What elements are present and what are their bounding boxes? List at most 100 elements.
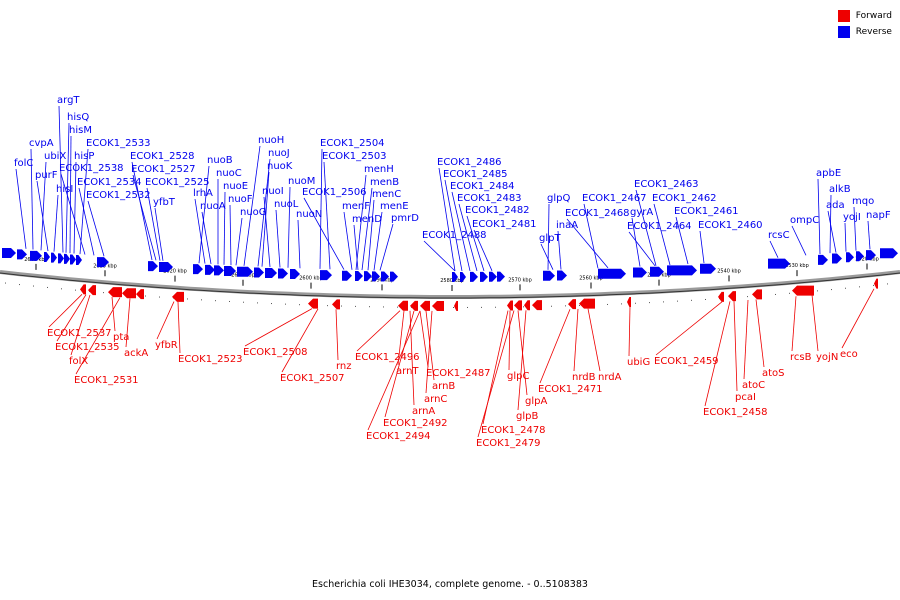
axis-minor-dot (397, 306, 398, 308)
axis-minor-dot (103, 292, 104, 294)
reverse-gene-block (470, 271, 478, 282)
reverse-gene-leader (60, 173, 86, 255)
reverse-gene-leader (40, 161, 47, 251)
axis-minor-dot (215, 300, 216, 302)
forward-gene-label: yfbR (155, 340, 178, 351)
reverse-gene-leader (473, 229, 493, 271)
reverse-gene-label: hisM (69, 125, 92, 136)
reverse-gene-label: ECOK1_2484 (450, 181, 515, 192)
axis-minor-dot (229, 300, 230, 302)
legend-swatch-reverse (837, 26, 850, 38)
reverse-gene-block (214, 265, 224, 276)
reverse-gene-leader (827, 210, 837, 253)
reverse-gene-leader (261, 171, 270, 267)
reverse-gene-leader (297, 219, 301, 269)
reverse-gene-leader (367, 199, 375, 271)
forward-gene-block (454, 300, 458, 311)
reverse-gene-block (364, 271, 372, 282)
axis-minor-dot (5, 282, 6, 284)
axis-minor-dot (495, 306, 496, 308)
forward-gene-label: ECOK1_2487 (426, 368, 491, 379)
legend-item-forward: Forward (837, 8, 892, 24)
axis-minor-dot (187, 298, 188, 300)
forward-gene-label: arnT (396, 366, 419, 377)
axis-minor-dot (145, 295, 146, 297)
axis-minor-dot (859, 286, 860, 288)
forward-gene-leader (477, 310, 515, 438)
reverse-gene-label: ECOK1_2467 (582, 193, 647, 204)
forward-gene-leader (244, 308, 313, 347)
reverse-gene-block (320, 270, 332, 281)
reverse-gene-label: nuoE (223, 181, 248, 192)
reverse-gene-label: ECOK1_2534 (77, 177, 142, 188)
reverse-gene-block (193, 264, 203, 275)
reverse-gene-block (290, 269, 300, 280)
reverse-gene-block (390, 271, 398, 282)
forward-gene-block (792, 285, 814, 296)
forward-gene-leader (125, 298, 131, 348)
legend-label-reverse: Reverse (855, 27, 892, 37)
axis-minor-dot (159, 296, 160, 298)
axis-tick-label: 2560 kbp (579, 276, 603, 282)
axis-minor-dot (691, 299, 692, 301)
reverse-gene-label: nuoC (216, 168, 242, 179)
reverse-gene-leader (361, 187, 373, 271)
reverse-gene-leader (423, 240, 456, 272)
reverse-gene-leader (319, 148, 323, 269)
reverse-gene-leader (353, 224, 359, 270)
reverse-gene-label: lrhA (193, 188, 213, 199)
forward-gene-block (579, 298, 595, 309)
forward-gene-label: atoC (742, 380, 765, 391)
reverse-gene-leader (557, 230, 562, 270)
reverse-gene-label: ubiX (44, 151, 66, 162)
reverse-gene-leader (791, 225, 807, 256)
reverse-gene-block (76, 255, 82, 266)
forward-gene-label: ECOK1_2535 (55, 342, 120, 353)
reverse-gene-block (452, 271, 458, 282)
reverse-gene-leader (323, 161, 331, 270)
forward-gene-block (507, 300, 513, 311)
reverse-gene-leader (675, 216, 689, 265)
figure-caption: Escherichia coli IHE3034, complete genom… (312, 579, 588, 590)
axis-minor-dot (19, 284, 20, 286)
reverse-gene-leader (653, 203, 671, 266)
reverse-gene-leader (194, 198, 206, 264)
reverse-gene-label: ECOK1_2485 (443, 169, 508, 180)
reverse-gene-label: folC (14, 158, 33, 169)
axis-minor-dot (621, 303, 622, 305)
reverse-gene-label: argT (57, 95, 80, 106)
reverse-gene-leader (87, 200, 105, 257)
forward-gene-block (718, 291, 724, 302)
forward-gene-leader (755, 299, 765, 368)
reverse-gene-label: ECOK1_2488 (422, 230, 487, 241)
reverse-gene-block (278, 268, 288, 279)
forward-gene-label: ECOK1_2459 (654, 356, 719, 367)
forward-gene-block (728, 291, 736, 302)
forward-gene-block (514, 300, 522, 311)
forward-gene-label: pta (113, 332, 129, 343)
axis-minor-dot (271, 303, 272, 305)
forward-gene-label: ECOK1_2471 (538, 384, 603, 395)
axis-minor-dot (299, 304, 300, 306)
axis-minor-dot (887, 283, 888, 285)
legend-swatch-forward (837, 10, 850, 22)
reverse-gene-label: ECOK1_2463 (634, 179, 699, 190)
reverse-gene-leader (78, 187, 95, 256)
forward-gene-label: arnA (412, 406, 435, 417)
forward-gene-block (332, 299, 340, 310)
forward-gene-leader (177, 301, 181, 354)
reverse-gene-label: nuoH (258, 135, 284, 146)
reverse-gene-leader (844, 222, 847, 252)
forward-gene-label: ECOK1_2496 (355, 352, 420, 363)
reverse-gene-block (846, 252, 854, 263)
axis-minor-dot (635, 302, 636, 304)
axis-minor-dot (467, 306, 468, 308)
reverse-gene-leader (628, 231, 656, 267)
reverse-gene-block (460, 271, 466, 282)
reverse-gene-label: glpT (539, 233, 561, 244)
reverse-gene-label: mqo (852, 196, 874, 207)
reverse-gene-label: inaA (556, 220, 578, 231)
forward-gene-label: ECOK1_2531 (74, 375, 139, 386)
legend-item-reverse: Reverse (837, 24, 892, 40)
reverse-gene-label: hisI (56, 184, 73, 195)
